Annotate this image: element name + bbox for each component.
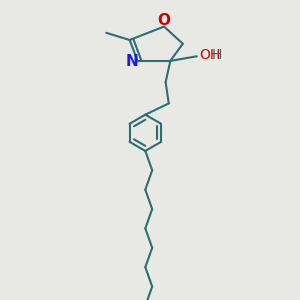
Text: O: O	[158, 14, 171, 28]
Text: N: N	[125, 54, 138, 69]
Text: OH: OH	[200, 48, 220, 62]
Text: H: H	[211, 48, 222, 62]
